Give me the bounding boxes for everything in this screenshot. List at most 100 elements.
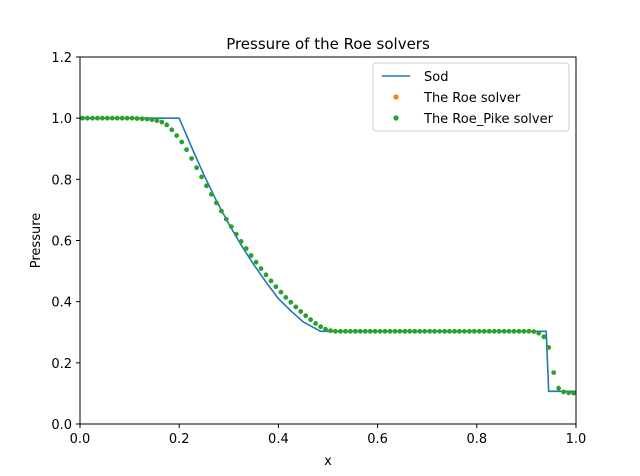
y-tick-label: 1.0 — [51, 112, 72, 127]
data-point-roe-pike — [546, 345, 552, 350]
data-point-roe-pike — [95, 115, 100, 121]
data-point-roe-pike — [382, 328, 388, 334]
data-point-roe-pike — [352, 328, 358, 334]
data-point-roe-pike — [402, 328, 408, 334]
x-axis-label: x — [324, 454, 332, 469]
x-tick-label: 0.4 — [268, 432, 289, 447]
data-point-roe-pike — [476, 328, 482, 334]
data-point-roe-pike — [308, 317, 313, 323]
data-point-roe-pike — [283, 295, 289, 300]
data-point-roe-pike — [109, 115, 115, 121]
data-point-roe-pike — [154, 118, 160, 123]
legend-swatch-marker — [393, 94, 399, 100]
data-point-roe-pike — [194, 165, 200, 171]
data-point-roe-pike — [228, 224, 234, 230]
data-point-roe-pike — [253, 259, 259, 265]
data-point-roe-pike — [209, 191, 214, 197]
data-point-roe-pike — [104, 115, 110, 121]
y-tick-label: 0.2 — [51, 357, 72, 372]
data-point-roe-pike — [362, 328, 368, 334]
data-point-roe-pike — [333, 328, 338, 334]
data-point-roe-pike — [556, 385, 561, 391]
data-point-roe-pike — [491, 328, 497, 334]
data-point-roe-pike — [223, 216, 229, 222]
data-point-roe-pike — [447, 328, 452, 334]
data-point-roe-pike — [526, 328, 532, 334]
data-point-roe-pike — [164, 122, 170, 128]
data-point-roe-pike — [219, 208, 224, 214]
data-point-roe-pike — [486, 328, 492, 334]
data-point-roe-pike — [377, 328, 383, 334]
x-tick-label: 0.8 — [466, 432, 487, 447]
data-point-roe-pike — [298, 309, 304, 314]
data-point-roe-pike — [437, 328, 442, 334]
data-point-roe-pike — [80, 115, 85, 121]
data-point-roe-pike — [501, 328, 507, 334]
data-point-roe-pike — [273, 284, 279, 290]
data-point-roe-pike — [457, 328, 462, 334]
data-point-roe-pike — [536, 330, 542, 336]
data-point-roe-pike — [278, 289, 284, 295]
y-axis-label: Pressure — [29, 213, 44, 269]
data-point-roe-pike — [511, 328, 517, 334]
data-point-roe-pike — [268, 278, 274, 284]
data-point-roe-pike — [422, 328, 428, 334]
y-tick-label: 0.6 — [51, 235, 72, 250]
data-point-roe-pike — [367, 328, 373, 334]
data-point-roe-pike — [149, 117, 155, 123]
data-point-roe-pike — [313, 321, 318, 326]
data-point-roe-pike — [258, 266, 264, 271]
data-point-roe-pike — [496, 328, 502, 334]
data-point-roe-pike — [204, 183, 209, 189]
tick-marks — [76, 56, 577, 428]
data-point-roe-pike — [506, 328, 512, 334]
data-point-roe-pike — [318, 324, 323, 330]
data-point-roe-pike — [412, 328, 418, 334]
data-point-roe-pike — [129, 115, 135, 121]
data-point-roe-pike — [233, 231, 239, 237]
x-tick-label: 0.2 — [169, 432, 190, 447]
data-point-roe-pike — [467, 328, 472, 334]
data-point-roe-pike — [571, 390, 576, 396]
data-point-roe-pike — [144, 116, 150, 122]
data-point-roe-pike — [566, 390, 571, 396]
data-point-roe-pike — [124, 115, 130, 121]
x-tick-label: 0.0 — [70, 432, 91, 447]
data-point-roe-pike — [323, 326, 328, 332]
data-point-roe-pike — [432, 328, 437, 334]
data-point-roe-pike — [243, 246, 249, 251]
data-point-roe-pike — [114, 115, 120, 121]
data-point-roe-pike — [134, 116, 140, 121]
data-point-roe-pike — [189, 156, 195, 161]
legend-label: Sod — [424, 70, 448, 85]
data-point-roe-pike — [238, 239, 244, 244]
data-point-roe-pike — [328, 328, 333, 334]
data-point-roe-pike — [427, 328, 433, 334]
data-point-roe-pike — [442, 328, 447, 334]
data-point-roe-pike — [551, 370, 557, 375]
data-point-roe-pike — [248, 253, 254, 258]
data-point-roe-pike — [174, 133, 180, 139]
data-point-roe-pike — [521, 328, 527, 334]
data-point-roe-pike — [288, 299, 294, 305]
data-point-roe-pike — [541, 334, 547, 340]
data-point-roe-pike — [303, 313, 309, 319]
y-tick-label: 1.2 — [51, 51, 72, 66]
data-point-roe-pike — [338, 328, 343, 334]
data-point-roe-pike — [372, 328, 378, 334]
data-point-roe-pike — [119, 115, 125, 121]
data-point-roe-pike — [516, 328, 522, 334]
data-point-roe-pike — [397, 328, 403, 334]
data-point-roe-pike — [169, 127, 175, 133]
data-point-roe-pike — [531, 329, 537, 334]
data-point-roe-pike — [452, 328, 457, 334]
data-point-roe-pike — [471, 328, 477, 334]
data-point-roe-pike — [357, 328, 363, 334]
tick-labels: 0.0 0.2 0.4 0.6 0.8 1.0 0.0 0.2 0.4 0.6 0.8 1.0 1.2 — [51, 51, 586, 447]
data-point-roe-pike — [462, 328, 467, 334]
data-point-roe-pike — [159, 119, 165, 125]
data-point-roe-pike — [392, 328, 398, 334]
data-point-roe-pike — [90, 115, 95, 121]
